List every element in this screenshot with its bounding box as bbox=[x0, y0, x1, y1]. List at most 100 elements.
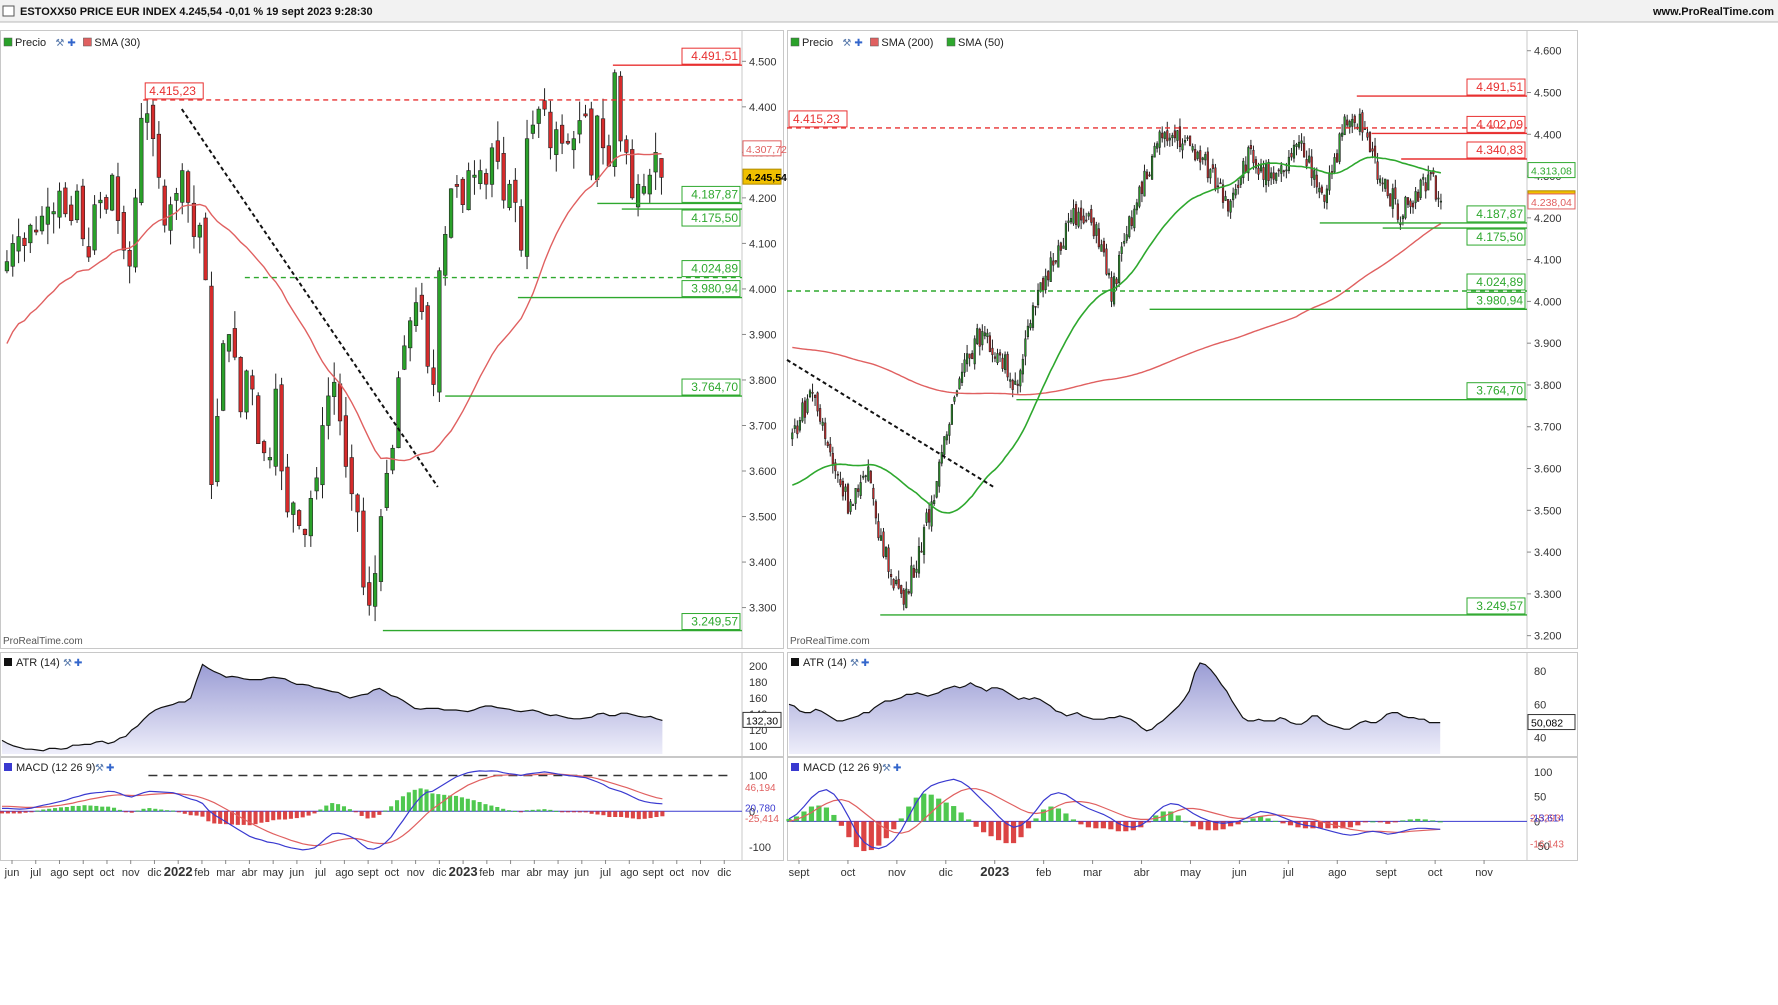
price-tick-label: 3.700 bbox=[749, 420, 777, 432]
candle-down bbox=[150, 104, 156, 140]
candle-down bbox=[519, 206, 524, 251]
candle-up bbox=[930, 501, 933, 527]
candle-up bbox=[1224, 196, 1227, 201]
macd-histogram-bar bbox=[913, 797, 919, 822]
level-label-box bbox=[1466, 78, 1526, 96]
x-tick-label: ago bbox=[50, 867, 68, 879]
x-tick-label: dic bbox=[147, 867, 162, 879]
candle-up bbox=[1044, 275, 1047, 290]
candle-down bbox=[80, 185, 86, 240]
macd-histogram-bar bbox=[436, 794, 441, 812]
macd-histogram-bar bbox=[330, 803, 335, 812]
macd-histogram-bar bbox=[501, 808, 506, 812]
candle-down bbox=[589, 108, 594, 176]
candle-down bbox=[1047, 271, 1050, 281]
macd-histogram-bar bbox=[53, 808, 58, 812]
macd-histogram-bar bbox=[265, 811, 270, 823]
candle-up bbox=[612, 72, 617, 167]
candle-up bbox=[884, 547, 888, 558]
candle-down bbox=[1310, 156, 1313, 179]
macd-histogram-bar bbox=[823, 807, 830, 822]
price-tick-label: 4.100 bbox=[749, 238, 777, 250]
level-label: 4.024,89 bbox=[1476, 275, 1523, 289]
candle-up bbox=[133, 197, 138, 268]
candle-down bbox=[1424, 182, 1427, 192]
atr-legend-swatch bbox=[4, 658, 12, 666]
level-label-box bbox=[681, 280, 741, 298]
x-tick-label: jul bbox=[314, 867, 326, 879]
macd-histogram-bar bbox=[530, 809, 535, 812]
candle-up bbox=[1168, 137, 1171, 141]
price-tick-label: 4.000 bbox=[1534, 296, 1562, 308]
candle-up bbox=[1100, 244, 1103, 252]
candle-down bbox=[1335, 153, 1339, 163]
price-tick-label: 3.400 bbox=[749, 557, 777, 569]
candle-down bbox=[829, 443, 832, 453]
x-tick-label: nov bbox=[122, 867, 140, 879]
macd-histogram-bar bbox=[943, 802, 949, 822]
candle-down bbox=[1346, 119, 1349, 126]
candle-up bbox=[1095, 224, 1098, 236]
macd-histogram-bar bbox=[560, 811, 565, 813]
candle-up bbox=[1036, 289, 1040, 306]
candle-down bbox=[203, 217, 208, 281]
level-label-box bbox=[681, 209, 741, 227]
level-label: 4.491,51 bbox=[691, 49, 738, 63]
atr-panel-frame bbox=[0, 652, 784, 757]
macd-histogram-bar bbox=[318, 809, 323, 812]
candle-down bbox=[484, 173, 489, 185]
window-icon[interactable] bbox=[2, 5, 15, 17]
price-tick-label: 3.700 bbox=[1534, 422, 1562, 434]
candle-down bbox=[826, 442, 829, 447]
x-tick-label: may bbox=[548, 867, 569, 879]
trend-line bbox=[180, 108, 439, 488]
macd-histogram-bar bbox=[117, 809, 122, 812]
wrench-icon: ⚒ bbox=[95, 763, 104, 774]
macd-histogram-bar bbox=[601, 811, 606, 816]
atr-tick-label: 100 bbox=[749, 741, 767, 753]
candle-down bbox=[22, 237, 27, 246]
candle-down bbox=[998, 352, 1002, 356]
x-tick-label: 2022 bbox=[164, 864, 193, 879]
macd-histogram-bar bbox=[1183, 821, 1189, 823]
candle-down bbox=[127, 250, 132, 267]
price-tick-label: 3.900 bbox=[1534, 338, 1562, 350]
candle-up bbox=[635, 183, 641, 208]
candle-up bbox=[595, 115, 600, 181]
trend-line bbox=[786, 359, 995, 489]
candle-up bbox=[408, 320, 413, 349]
macd-histogram-bar bbox=[1257, 816, 1264, 822]
candle-up bbox=[910, 565, 913, 594]
level-label-box bbox=[681, 378, 741, 396]
x-tick-label: oct bbox=[100, 867, 115, 879]
level-label-box bbox=[788, 110, 848, 128]
candle-up bbox=[1280, 165, 1283, 174]
price-tick-label: 4.200 bbox=[1534, 213, 1562, 225]
macd-line bbox=[788, 778, 1441, 850]
candle-up bbox=[1300, 140, 1303, 144]
candle-up bbox=[1153, 145, 1156, 158]
macd-legend-swatch bbox=[4, 763, 12, 771]
candle-down bbox=[968, 353, 971, 359]
candle-down bbox=[897, 578, 900, 589]
macd-histogram-bar bbox=[76, 805, 81, 812]
axis-badge-label: 4.245,54 bbox=[746, 172, 787, 184]
candle-down bbox=[185, 171, 191, 203]
macd-histogram-bar bbox=[966, 819, 972, 822]
price-tick-label: 3.300 bbox=[749, 603, 777, 615]
candle-up bbox=[960, 371, 964, 383]
legend-label: SMA (30) bbox=[94, 37, 140, 49]
macd-histogram-bar bbox=[58, 807, 64, 812]
macd-histogram-bar bbox=[1078, 821, 1084, 825]
macd-histogram-bar bbox=[188, 811, 193, 816]
candle-up bbox=[1049, 257, 1052, 282]
x-tick-label: jun bbox=[1231, 867, 1247, 879]
macd-histogram-bar bbox=[936, 798, 942, 822]
candle-down bbox=[1130, 217, 1133, 226]
candle-down bbox=[1411, 202, 1415, 208]
x-tick-label: may bbox=[1180, 867, 1201, 879]
add-indicator-icon: ✚ bbox=[854, 38, 862, 49]
candle-up bbox=[1275, 172, 1278, 181]
candle-up bbox=[1064, 223, 1068, 250]
candle-down bbox=[1097, 228, 1100, 248]
